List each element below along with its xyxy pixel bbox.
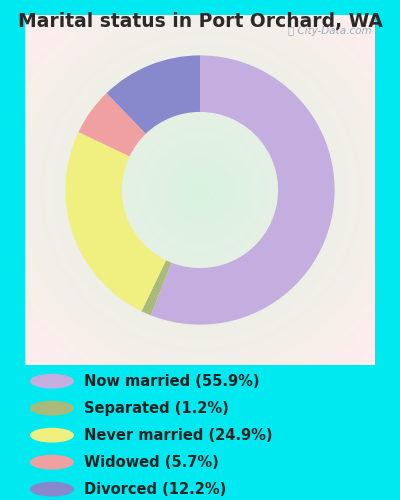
Text: Widowed (5.7%): Widowed (5.7%) [84,454,219,469]
Circle shape [30,428,74,442]
Wedge shape [78,93,146,156]
Text: Now married (55.9%): Now married (55.9%) [84,374,260,388]
Circle shape [30,455,74,469]
Text: ⓘ City-Data.com: ⓘ City-Data.com [288,26,372,36]
Text: Divorced (12.2%): Divorced (12.2%) [84,482,226,496]
Circle shape [30,374,74,388]
Wedge shape [65,132,166,311]
Circle shape [30,401,74,415]
Wedge shape [142,260,172,316]
Text: Marital status in Port Orchard, WA: Marital status in Port Orchard, WA [18,12,382,32]
Wedge shape [151,56,335,324]
Text: Separated (1.2%): Separated (1.2%) [84,400,229,415]
Wedge shape [106,56,200,134]
Text: Never married (24.9%): Never married (24.9%) [84,428,272,442]
Circle shape [30,482,74,496]
